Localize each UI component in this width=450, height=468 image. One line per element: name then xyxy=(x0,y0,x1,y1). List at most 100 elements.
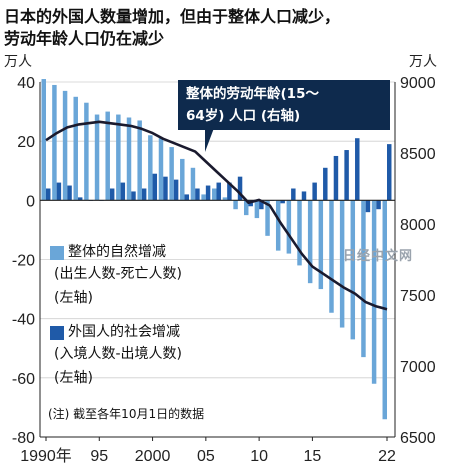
callout-line2: 64岁) 人口 (右轴) xyxy=(186,108,301,124)
bar-foreign-2017 xyxy=(333,155,339,201)
left-tick-label-4: -40 xyxy=(12,312,35,329)
callout-pointer xyxy=(205,128,214,152)
bar-natural-2003 xyxy=(180,158,185,201)
bar-natural-2006 xyxy=(212,188,217,201)
bar-natural-2004 xyxy=(190,167,196,201)
bar-natural-1992 xyxy=(62,90,68,201)
x-tick-label-2015: 15 xyxy=(304,448,322,465)
bar-natural-2010 xyxy=(254,200,260,219)
bar-natural-2001 xyxy=(158,138,164,201)
bar-natural-2008 xyxy=(233,200,238,210)
bar-foreign-2002 xyxy=(173,179,179,201)
bar-natural-1997 xyxy=(116,114,121,201)
bar-foreign-1991 xyxy=(56,182,62,201)
bar-foreign-1992 xyxy=(67,185,72,201)
bar-natural-1994 xyxy=(84,102,89,201)
bar-foreign-1990 xyxy=(46,188,51,201)
bar-natural-2021 xyxy=(371,200,377,384)
bar-natural-2002 xyxy=(169,147,174,201)
bars xyxy=(41,79,392,420)
legend-natural-line1: 整体的自然增减 xyxy=(68,244,166,260)
left-tick-label-0: 40 xyxy=(17,75,35,92)
line-series-callout: 整体的劳动年龄(15～ 64岁) 人口 (右轴) xyxy=(178,80,390,130)
legend-foreign-line2: (入境人数-出境人数) xyxy=(54,346,182,362)
bar-foreign-1993 xyxy=(77,197,83,201)
bar-natural-1995 xyxy=(94,114,100,201)
bar-foreign-2008 xyxy=(237,176,243,201)
bar-natural-2000 xyxy=(148,135,153,201)
x-tick-label-1995: 95 xyxy=(90,448,108,465)
left-tick-label-6: -80 xyxy=(12,430,35,447)
bar-foreign-2020 xyxy=(365,200,371,213)
bar-natural-1991 xyxy=(52,84,57,201)
bar-foreign-2003 xyxy=(184,194,190,201)
bar-foreign-2021 xyxy=(376,200,381,210)
left-tick-label-1: 20 xyxy=(17,134,35,151)
bar-natural-2011 xyxy=(265,200,270,236)
bar-natural-2015 xyxy=(307,200,313,284)
bar-natural-1996 xyxy=(105,111,110,201)
bar-foreign-2012 xyxy=(280,200,285,204)
bar-natural-2005 xyxy=(201,194,206,201)
bar-foreign-1998 xyxy=(131,191,136,201)
bar-natural-2019 xyxy=(350,200,356,340)
left-tick-label-3: -20 xyxy=(12,253,35,270)
bar-natural-2020 xyxy=(361,200,366,358)
ticks: 40 20 0 -20 -40 -60 -80 9000 8500 8000 7500 7000 650… xyxy=(12,75,436,465)
left-axis-unit: 万人 xyxy=(4,54,32,70)
bar-foreign-2004 xyxy=(195,188,200,201)
bar-foreign-2006 xyxy=(216,182,221,201)
x-tick-label-1990: 1990年 xyxy=(20,447,72,465)
right-tick-label-2: 8000 xyxy=(400,217,436,234)
bar-foreign-2010 xyxy=(259,200,264,210)
right-tick-label-0: 9000 xyxy=(400,75,436,92)
legend-swatch-natural xyxy=(50,246,64,260)
line-working-age-population xyxy=(45,120,388,311)
bar-foreign-2016 xyxy=(323,167,328,201)
bar-foreign-2005 xyxy=(205,185,211,201)
bar-foreign-2022 xyxy=(387,144,392,201)
bar-foreign-2000 xyxy=(152,173,158,201)
chart-title-line1: 日本的外国人数量增加，但由于整体人口减少， xyxy=(4,7,341,26)
x-tick-label-2005: 05 xyxy=(197,448,215,465)
bar-natural-2007 xyxy=(222,197,228,201)
x-tick-label-2010: 10 xyxy=(250,448,268,465)
legend-foreign-line3: (左轴) xyxy=(54,370,93,386)
watermark: 日经中文网 xyxy=(343,249,414,264)
bar-natural-2013 xyxy=(286,200,292,254)
legend-natural-line2: (出生人数-死亡人数) xyxy=(54,266,182,282)
right-tick-label-3: 7500 xyxy=(400,288,436,305)
bar-foreign-1997 xyxy=(120,182,126,201)
legend-swatch-foreign xyxy=(50,326,64,340)
callout-line1: 整体的劳动年龄(15～ xyxy=(186,86,319,102)
bar-foreign-1996 xyxy=(109,188,115,201)
bar-foreign-2013 xyxy=(291,188,296,201)
bar-natural-2017 xyxy=(329,200,334,313)
bar-natural-1999 xyxy=(137,120,142,201)
left-tick-label-2: 0 xyxy=(26,193,35,210)
bar-foreign-1999 xyxy=(141,188,147,201)
legend-natural-line3: (左轴) xyxy=(54,290,93,306)
legend-foreign-line1: 外国人的社会增减 xyxy=(68,324,180,340)
bar-natural-2016 xyxy=(318,200,324,290)
x-tick-label-2000: 2000 xyxy=(135,448,171,465)
bar-foreign-2019 xyxy=(355,138,360,201)
right-tick-label-1: 8500 xyxy=(400,146,436,163)
bar-natural-2009 xyxy=(243,200,249,216)
right-tick-label-4: 7000 xyxy=(400,359,436,376)
right-tick-label-5: 6500 xyxy=(400,430,436,447)
bar-natural-2012 xyxy=(275,200,281,251)
bar-natural-1998 xyxy=(126,117,132,201)
footnote: (注) 截至各年10月1日的数据 xyxy=(48,407,205,421)
bar-foreign-2014 xyxy=(301,191,307,201)
bar-foreign-2015 xyxy=(312,182,317,201)
line-layer xyxy=(45,120,388,311)
bar-foreign-2018 xyxy=(344,150,349,201)
x-tick-label-2022: 22 xyxy=(378,448,396,465)
bar-natural-1993 xyxy=(73,96,78,201)
bar-natural-1990 xyxy=(41,79,46,201)
bar-foreign-2001 xyxy=(163,176,168,201)
right-axis-unit: 万人 xyxy=(409,54,437,70)
bar-foreign-2007 xyxy=(227,182,232,201)
